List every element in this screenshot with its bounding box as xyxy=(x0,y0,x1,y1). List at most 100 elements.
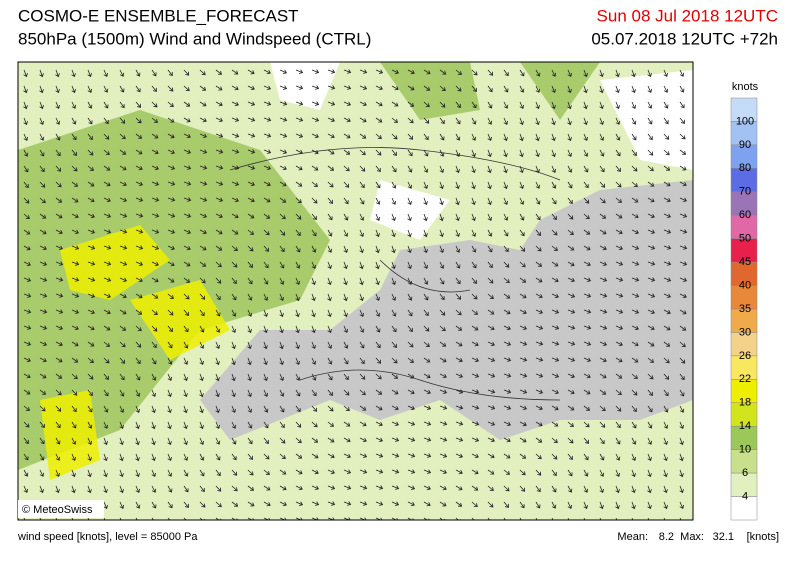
wind-arrow xyxy=(263,261,269,269)
wind-arrow xyxy=(215,149,224,154)
wind-arrow xyxy=(23,165,29,173)
wind-arrow xyxy=(423,437,432,442)
wind-arrow xyxy=(103,405,109,413)
wind-arrow xyxy=(135,389,141,397)
wind-arrow xyxy=(487,293,494,299)
wind-arrow xyxy=(327,197,333,204)
wind-arrow xyxy=(439,453,448,458)
wind-arrow xyxy=(567,501,573,509)
wind-arrow xyxy=(39,453,45,461)
wind-arrow xyxy=(167,437,172,446)
wind-arrow xyxy=(167,213,176,218)
wind-arrow xyxy=(199,373,204,382)
wind-arrow xyxy=(327,501,336,506)
wind-arrow xyxy=(135,501,141,509)
max-label: Max: xyxy=(680,531,704,543)
wind-arrow xyxy=(119,277,127,283)
wind-arrow xyxy=(23,357,31,363)
wind-arrow xyxy=(423,85,431,91)
wind-arrow xyxy=(599,181,606,188)
wind-arrow xyxy=(295,389,301,397)
wind-arrow xyxy=(183,357,189,365)
wind-arrow xyxy=(471,117,477,125)
wind-arrow xyxy=(663,469,668,478)
wind-arrow xyxy=(487,213,493,221)
wind-arrow xyxy=(231,325,237,333)
wind-arrow xyxy=(359,69,368,74)
wind-arrow xyxy=(247,437,253,445)
wind-arrow xyxy=(343,149,351,155)
wind-arrow xyxy=(455,165,460,174)
wind-arrow xyxy=(519,405,527,411)
wind-arrow xyxy=(375,421,383,427)
wind-arrow xyxy=(551,149,556,158)
wind-arrow xyxy=(135,197,144,202)
wind-arrow xyxy=(215,453,221,461)
wind-arrow xyxy=(167,293,174,299)
wind-arrow xyxy=(663,69,668,78)
wind-arrow xyxy=(663,149,670,156)
wind-arrow xyxy=(599,501,604,510)
wind-arrow xyxy=(119,421,124,430)
wind-arrow xyxy=(135,165,143,171)
wind-arrow xyxy=(311,117,320,122)
wind-arrow xyxy=(311,405,318,412)
wind-arrow xyxy=(599,357,607,363)
wind-arrow xyxy=(263,69,271,75)
wind-arrow xyxy=(103,469,108,478)
wind-arrow xyxy=(151,149,159,155)
wind-arrow xyxy=(615,85,620,94)
wind-arrow xyxy=(439,517,446,520)
wind-arrow xyxy=(103,85,109,93)
wind-arrow xyxy=(519,453,527,459)
wind-arrow xyxy=(391,309,397,317)
wind-arrow xyxy=(551,293,559,299)
wind-arrow xyxy=(615,213,623,219)
wind-arrow xyxy=(503,229,509,237)
wind-arrow xyxy=(119,101,125,109)
wind-arrow xyxy=(327,181,334,188)
wind-arrow xyxy=(327,341,333,349)
wind-arrow xyxy=(135,101,141,108)
wind-arrow xyxy=(359,149,366,156)
wind-arrow xyxy=(391,437,400,442)
wind-arrow xyxy=(375,197,381,205)
wind-arrow xyxy=(679,421,685,430)
wind-arrow xyxy=(39,181,46,188)
wind-arrow xyxy=(631,277,640,282)
wind-arrow xyxy=(135,277,143,283)
wind-arrow xyxy=(391,245,396,254)
wind-arrow xyxy=(519,469,526,476)
wind-arrow xyxy=(343,485,352,490)
wind-arrow xyxy=(247,309,253,317)
wind-arrow xyxy=(295,165,303,171)
wind-arrow xyxy=(647,197,655,203)
wind-arrow xyxy=(247,357,252,366)
wind-arrow xyxy=(343,197,349,205)
wind-arrow xyxy=(471,421,480,426)
wind-arrow xyxy=(647,501,652,510)
wind-arrow xyxy=(487,453,495,459)
wind-arrow xyxy=(519,181,524,190)
wind-arrow xyxy=(327,405,334,412)
wind-arrow xyxy=(551,421,559,427)
wind-arrow xyxy=(375,149,382,156)
wind-arrow xyxy=(679,149,687,155)
wind-arrow xyxy=(151,325,158,332)
wind-arrow xyxy=(103,421,109,429)
wind-arrow xyxy=(263,469,270,475)
wind-arrow xyxy=(71,149,77,156)
wind-arrow xyxy=(391,101,399,107)
wind-arrow xyxy=(279,85,288,90)
wind-arrow xyxy=(407,453,416,458)
wind-arrow xyxy=(295,373,301,381)
wind-arrow xyxy=(615,277,624,282)
wind-arrow xyxy=(663,325,671,331)
wind-arrow xyxy=(439,277,445,285)
wind-arrow xyxy=(567,357,576,362)
wind-arrow xyxy=(39,149,45,157)
wind-arrow xyxy=(167,133,175,139)
wind-arrow xyxy=(519,117,524,126)
wind-arrow xyxy=(423,405,432,410)
